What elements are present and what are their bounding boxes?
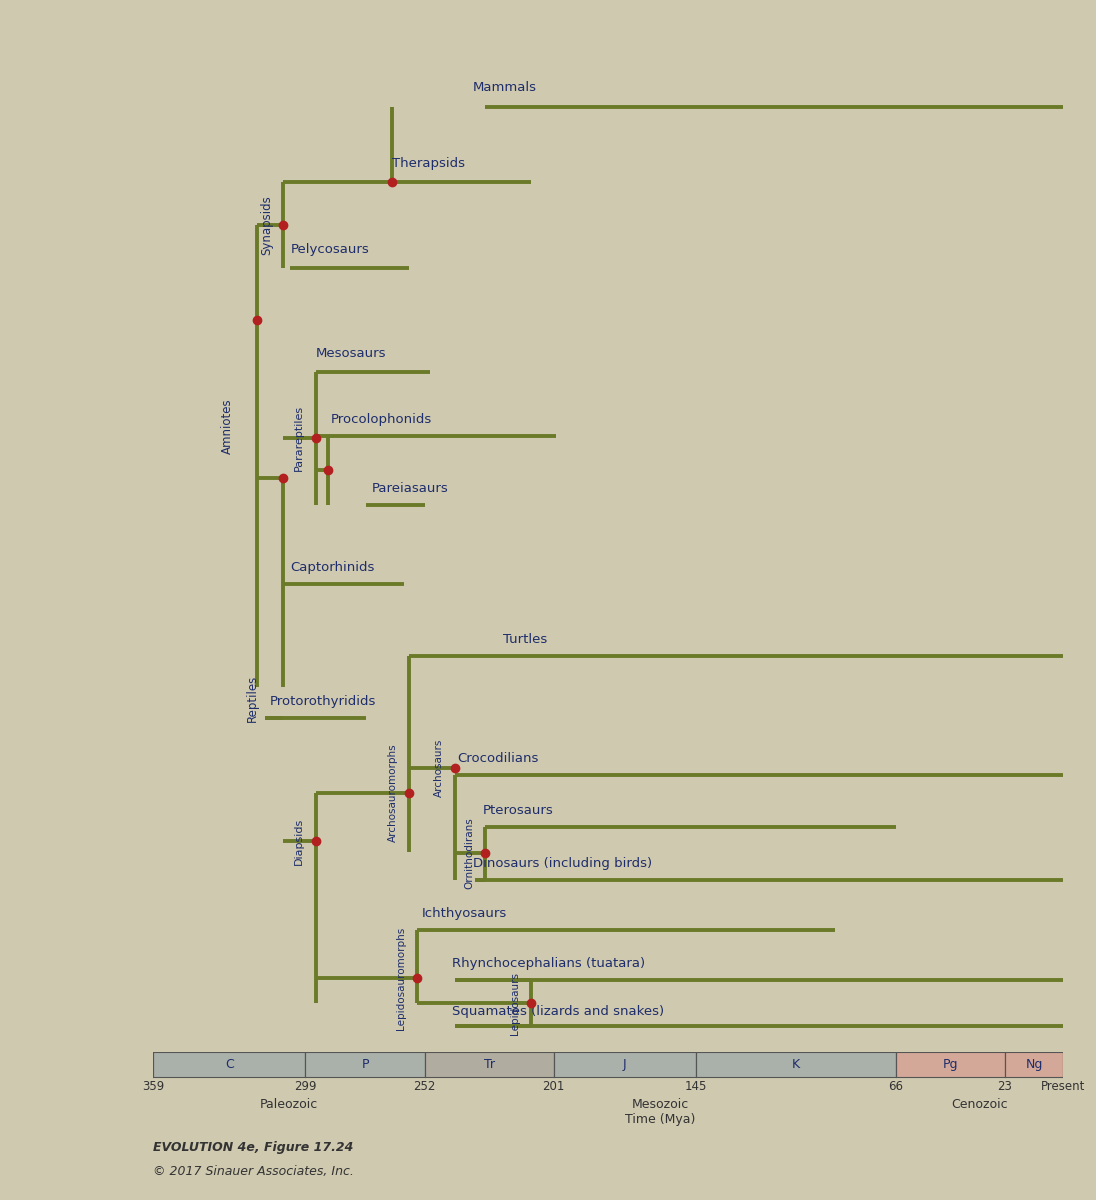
Text: Crocodilians: Crocodilians [457, 751, 539, 764]
Text: Pareiasaurs: Pareiasaurs [372, 481, 448, 494]
Text: © 2017 Sinauer Associates, Inc.: © 2017 Sinauer Associates, Inc. [153, 1165, 354, 1178]
Bar [696, 1052, 895, 1078]
Text: Diapsids: Diapsids [294, 817, 305, 864]
Bar [895, 1052, 1005, 1078]
Text: 66: 66 [889, 1080, 903, 1093]
Text: EVOLUTION 4e, Figure 17.24: EVOLUTION 4e, Figure 17.24 [153, 1141, 354, 1154]
Text: Synapsids: Synapsids [260, 196, 273, 254]
Text: Archosaurs: Archosaurs [434, 739, 444, 797]
Text: Rhynchocephalians (tuatara): Rhynchocephalians (tuatara) [453, 958, 646, 971]
Text: Procolophonids: Procolophonids [331, 413, 432, 426]
Text: Cenozoic: Cenozoic [951, 1098, 1008, 1111]
Text: Paleozoic: Paleozoic [260, 1098, 318, 1111]
Text: Captorhinids: Captorhinids [290, 562, 375, 575]
Text: Dinosaurs (including birds): Dinosaurs (including birds) [472, 857, 652, 870]
Text: Pelycosaurs: Pelycosaurs [290, 242, 369, 256]
Text: J: J [623, 1058, 627, 1072]
Text: Time (Mya): Time (Mya) [625, 1114, 696, 1126]
Text: Protorothyridids: Protorothyridids [270, 695, 376, 708]
Bar [553, 1052, 696, 1078]
Text: Mammals: Mammals [472, 82, 537, 95]
Text: Turtles: Turtles [503, 632, 547, 646]
Text: Lepidosauromorphs: Lepidosauromorphs [396, 926, 406, 1030]
Text: Parareptiles: Parareptiles [294, 406, 305, 472]
Text: K: K [791, 1058, 800, 1072]
Text: Reptiles: Reptiles [247, 676, 259, 722]
Bar [424, 1052, 553, 1078]
Text: 145: 145 [685, 1080, 707, 1093]
Text: 359: 359 [142, 1080, 164, 1093]
Text: Amniotes: Amniotes [220, 398, 233, 454]
Text: Squamates (lizards and snakes): Squamates (lizards and snakes) [453, 1004, 664, 1018]
Text: C: C [225, 1058, 233, 1072]
Bar [1005, 1052, 1063, 1078]
Text: Pg: Pg [943, 1058, 958, 1072]
Text: Tr: Tr [483, 1058, 494, 1072]
Text: Mesosaurs: Mesosaurs [316, 347, 386, 360]
Text: P: P [362, 1058, 368, 1072]
Text: Mesozoic: Mesozoic [631, 1098, 689, 1111]
Text: Ornithodirans: Ornithodirans [464, 817, 473, 889]
Bar [306, 1052, 424, 1078]
Bar [153, 1052, 306, 1078]
Text: Ichthyosaurs: Ichthyosaurs [422, 907, 507, 920]
Text: 299: 299 [294, 1080, 317, 1093]
Text: Ng: Ng [1025, 1058, 1042, 1072]
Text: Archosauromorphs: Archosauromorphs [388, 744, 398, 842]
Text: Present: Present [1041, 1080, 1085, 1093]
Text: Therapsids: Therapsids [391, 157, 465, 170]
Text: 201: 201 [543, 1080, 566, 1093]
Text: Lepidosaurs: Lepidosaurs [510, 972, 520, 1034]
Text: 23: 23 [997, 1080, 1013, 1093]
Text: 252: 252 [413, 1080, 436, 1093]
Text: Pterosaurs: Pterosaurs [483, 804, 553, 817]
